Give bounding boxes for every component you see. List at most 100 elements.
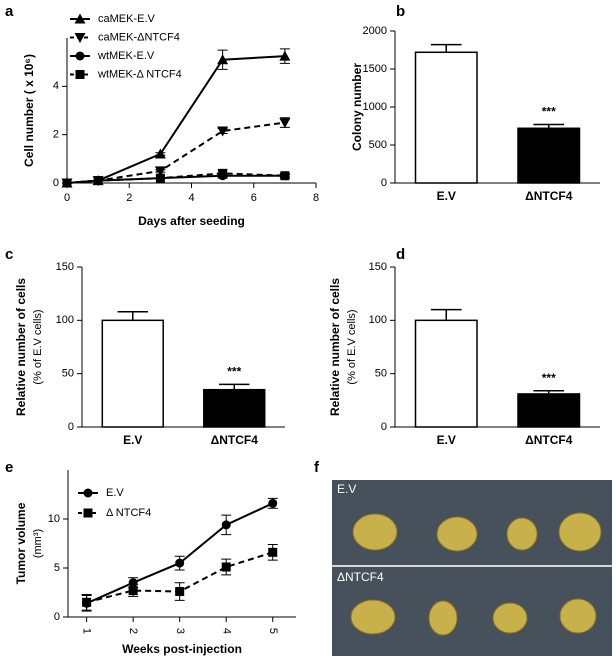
x-axis-label: Days after seeding [138,214,245,228]
y-axis-label: Relative number of cells [328,278,342,416]
data-point [280,171,290,181]
annotation: *** [227,365,241,379]
x-tick-label: 2 [126,192,132,204]
y-tick-label: 0 [68,421,74,433]
legend-marker [75,51,85,61]
data-point [221,520,231,530]
x-axis-label: Weeks post-injection [122,642,242,656]
x-tick-label: ΔNTCF4 [211,433,259,447]
legend-label: caMEK-E.V [98,13,156,25]
bar [517,127,581,184]
panel-label: b [396,3,405,20]
bar [203,388,266,428]
y-tick-label: 0 [54,611,60,623]
data-point [221,562,231,572]
y-tick-label: 0 [53,177,59,189]
data-point [175,558,185,568]
annotation: *** [542,371,556,385]
legend-label: E.V [106,487,124,499]
y-axis-label: (% of E.V cells) [346,309,358,384]
bar [414,51,478,184]
x-tick-label: 6 [251,192,257,204]
y-tick-label: 4 [53,80,59,92]
data-point [128,586,138,596]
data-point [93,176,103,186]
panel-label: a [5,3,14,20]
data-point [279,50,291,61]
y-axis-label: Cell number ( x 10⁶) [22,54,36,167]
y-tick-label: 1500 [363,63,387,75]
annotation: *** [542,105,556,119]
photo-label: E.V [337,482,356,496]
legend-marker [75,70,85,79]
legend-label: wtMEK-Δ NTCF4 [97,68,182,80]
data-point [155,173,165,183]
y-tick-label: 2 [53,129,59,141]
y-tick-label: 50 [62,368,74,380]
y-tick-label: 500 [369,139,387,151]
error-bar [117,311,148,321]
data-point [279,118,291,129]
tissue [350,512,602,636]
x-tick-label: ΔNTCF4 [525,189,573,203]
y-tick-label: 100 [369,314,387,326]
panel-label: e [5,459,13,476]
x-tick-label: 4 [220,628,232,634]
y-tick-label: 2000 [363,25,387,37]
x-tick-label: 4 [188,192,194,204]
legend-marker [74,13,86,24]
legend-marker [83,508,93,518]
y-axis-label: Tumor volume [14,502,28,584]
photo-label: ΔNTCF4 [337,570,384,584]
y-axis-label: Colony number [350,63,364,151]
y-tick-label: 100 [56,314,74,326]
y-tick-label: 0 [381,177,387,189]
legend-marker [74,33,86,43]
y-tick-label: 5 [54,562,60,574]
photo-panel: E.V ΔNTCF4 f [314,459,612,656]
panel-label: f [314,459,320,476]
data-point [217,54,229,65]
data-point [62,178,72,188]
data-point [82,597,92,607]
x-tick-label: 0 [64,192,70,204]
x-tick-label: ΔNTCF4 [525,433,573,447]
y-axis-label: Relative number of cells [14,278,28,416]
data-point [175,587,185,597]
x-tick-label: 2 [127,628,139,634]
x-tick-label: E.V [437,189,456,203]
data-point [154,148,166,159]
legend-label: caMEK-ΔNTCF4 [98,31,180,43]
data-point [268,547,278,557]
legend-label: wtMEK-E.V [97,50,155,62]
y-tick-label: 10 [48,513,60,525]
x-tick-label: E.V [123,433,142,447]
legend-label: Δ NTCF4 [106,507,151,519]
y-axis-label: (mm³) [32,529,44,558]
bar [101,319,164,428]
y-tick-label: 1000 [363,101,387,113]
y-tick-label: 50 [375,368,387,380]
error-bar [430,308,462,321]
y-tick-label: 0 [381,421,387,433]
y-tick-label: 150 [369,261,387,273]
data-point [154,166,166,177]
y-tick-label: 150 [56,261,74,273]
x-tick-label: 8 [313,192,319,204]
data-point [218,168,228,178]
bar [414,319,478,428]
x-tick-label: E.V [437,433,456,447]
panel-label: d [396,246,405,263]
data-point [217,126,229,137]
error-bar [219,383,250,390]
panel-label: c [5,246,13,263]
y-axis-label: (% of E.V cells) [32,309,44,384]
data-point [268,498,278,508]
bar [517,393,581,428]
error-bar [430,43,462,53]
x-tick-label: 1 [81,628,93,634]
x-tick-label: 5 [267,628,279,634]
legend-marker [83,488,93,498]
x-tick-label: 3 [174,628,186,634]
